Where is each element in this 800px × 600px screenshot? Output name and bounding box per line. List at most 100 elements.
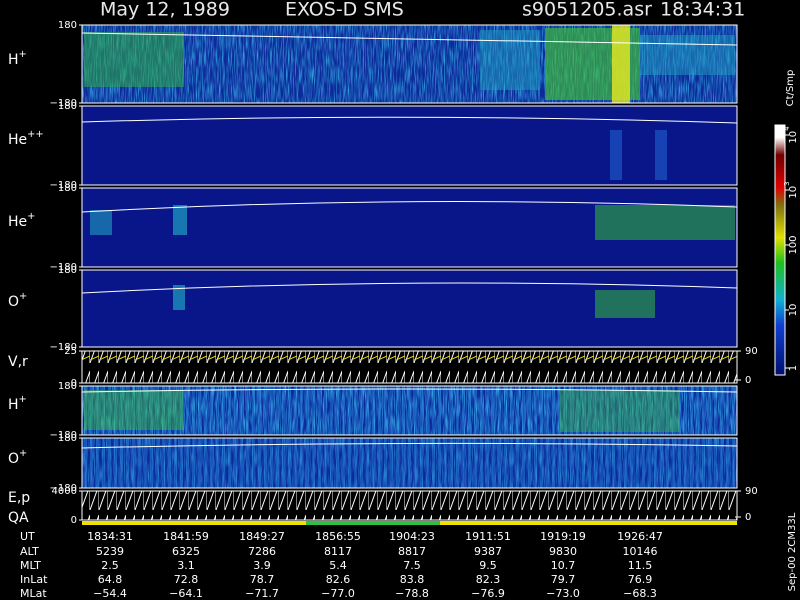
panel-label: H+: [8, 394, 27, 413]
panel-frame: [81, 105, 738, 186]
panel-label: O+: [8, 448, 27, 467]
footer-value: 82.6: [326, 573, 351, 586]
header-time: 18:34:31: [660, 0, 745, 21]
footer-value: −77.0: [321, 587, 355, 600]
panel-label: V,r: [8, 354, 28, 370]
footer-value: −54.4: [93, 587, 127, 600]
y2-tick-label: 0: [745, 512, 751, 523]
y2-tick-label: 90: [745, 486, 758, 497]
colorbar-tick-label-base: 1: [788, 365, 799, 371]
panel-label: H+: [8, 49, 27, 68]
panels: [81, 25, 785, 525]
panel-label-base: V,r: [8, 354, 28, 370]
footer-value: 1834:31: [87, 530, 133, 543]
panel-label: E,p: [8, 490, 30, 506]
footer-value: 76.9: [628, 573, 653, 586]
panel-frame: [81, 269, 738, 348]
footer-value: 9.5: [479, 559, 497, 572]
footer-value: 10146: [623, 545, 658, 558]
footer-value: 64.8: [98, 573, 123, 586]
footer-value: 11.5: [628, 559, 653, 572]
footer-value: 1911:51: [465, 530, 511, 543]
colorbar-tick-label: 103: [783, 181, 799, 198]
y-tick-label: 180: [58, 101, 77, 112]
colorbar-tick-label-base: 10: [788, 304, 799, 317]
footer-value: −73.0: [546, 587, 580, 600]
colorbar-tick-label: 1: [788, 365, 799, 371]
panel-frame: [81, 490, 738, 521]
panel-borders: [81, 24, 738, 521]
footer-value: −76.9: [471, 587, 505, 600]
panel-frame: [81, 437, 738, 489]
footer-value: 82.3: [476, 573, 501, 586]
footer-value: 78.7: [250, 573, 275, 586]
footer-value: 1841:59: [163, 530, 209, 543]
y-tick-label: −180: [50, 262, 77, 273]
panel-label-sup: +: [19, 291, 27, 302]
panel-frame: [81, 24, 738, 104]
footer-value: 7286: [248, 545, 276, 558]
footer-value: 5239: [96, 545, 124, 558]
footer-value: 3.9: [253, 559, 271, 572]
y-tick-label: 0: [71, 515, 77, 526]
colorbar-frame: [774, 124, 786, 376]
panel-label-sup: ++: [27, 129, 43, 140]
footer-value: 7.5: [403, 559, 421, 572]
header-file: s9051205.asr: [522, 0, 652, 21]
y-tick-label: −180: [50, 180, 77, 191]
colorbar-tick-label-base: 10: [788, 131, 799, 144]
footer-value: 79.7: [551, 573, 576, 586]
panel-label-sup: +: [19, 394, 27, 405]
footer-value: 8117: [324, 545, 352, 558]
footer-value: 10.7: [551, 559, 576, 572]
footer-value: −68.3: [623, 587, 657, 600]
footer-value: 83.8: [400, 573, 425, 586]
panel-label-base: H: [8, 52, 19, 68]
y-tick-label: −180: [50, 98, 77, 109]
colorbar-tick-label: 100: [788, 235, 799, 254]
footer-value: 9830: [549, 545, 577, 558]
panel-label-base: H: [8, 397, 19, 413]
panel-frame: [81, 187, 738, 268]
footer-value: 1856:55: [315, 530, 361, 543]
footer-row-label: MLat: [20, 587, 47, 600]
header-date: May 12, 1989: [100, 0, 230, 21]
panel-label-sup: +: [19, 448, 27, 459]
footer-value: 9387: [474, 545, 502, 558]
panel-label-base: O: [8, 451, 19, 467]
footer-value: 6325: [172, 545, 200, 558]
panel-label: He+: [8, 211, 35, 230]
footer-value: 8817: [398, 545, 426, 558]
y-tick-label: 180: [58, 265, 77, 276]
footer-row-label: ALT: [20, 545, 39, 558]
y-tick-label: −180: [50, 342, 77, 353]
colorbar-tick-label-sup: 3: [783, 181, 791, 185]
panel-label-base: He: [8, 214, 27, 230]
panel-label-sup: +: [19, 49, 27, 60]
y-tick-label: 4000: [52, 486, 77, 497]
footer-row-label: UT: [20, 530, 35, 543]
footer-value: 5.4: [329, 559, 347, 572]
panel-label-base: He: [8, 132, 27, 148]
panel-frame: [81, 385, 738, 436]
y-tick-label: 180: [58, 381, 77, 392]
y-tick-label: 0: [71, 378, 77, 389]
panel-label: He++: [8, 129, 44, 148]
footer-value: 72.8: [174, 573, 199, 586]
panel-label-base: E,p: [8, 490, 30, 506]
y-tick-label: 180: [58, 433, 77, 444]
header-instrument: EXOS-D SMS: [285, 0, 404, 21]
y2-tick-label: 0: [745, 375, 751, 386]
y2-tick-label: 90: [745, 346, 758, 357]
footer-value: 1849:27: [239, 530, 285, 543]
y-tick-label: 180: [58, 183, 77, 194]
colorbar-tick-label: 10: [788, 304, 799, 317]
footer-value: −71.7: [245, 587, 279, 600]
y-tick-label: 25: [64, 346, 77, 357]
panel-frame: [81, 350, 738, 384]
y-tick-label: 180: [58, 20, 77, 31]
footer-value: 1904:23: [389, 530, 435, 543]
colorbar-tick-label-base: 10: [788, 186, 799, 199]
panel-label-base: O: [8, 294, 19, 310]
